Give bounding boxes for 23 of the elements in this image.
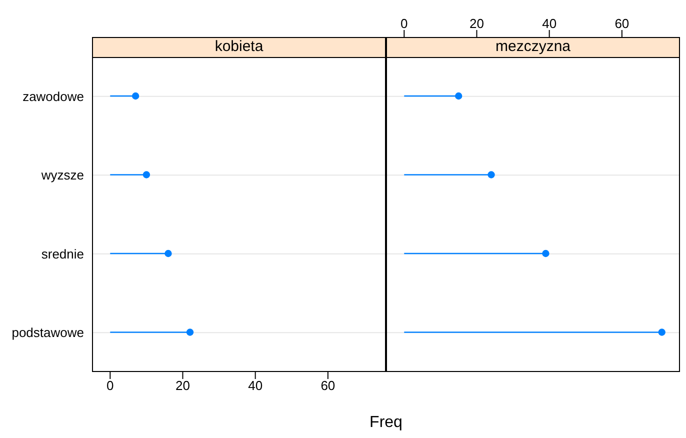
point: [132, 92, 140, 100]
y-tick-label: wyzsze: [40, 168, 84, 183]
x-tick-label: 0: [106, 378, 114, 394]
point: [164, 250, 172, 258]
chart-title: kobieta: [92, 37, 386, 58]
y-tick-label: podstawowe: [12, 325, 84, 340]
x-tick-label: 0: [400, 16, 408, 31]
point: [186, 328, 194, 336]
chart-title: mezczyzna: [386, 37, 680, 58]
point: [142, 171, 150, 178]
x-tick-label: 20: [176, 378, 190, 394]
point: [488, 171, 495, 178]
x-tick-label: 60: [614, 16, 630, 31]
x-tick-label: 40: [248, 378, 263, 394]
point: [454, 92, 462, 100]
y-tick-label: srednie: [41, 246, 84, 262]
point: [542, 250, 550, 258]
x-tick-label: 60: [320, 378, 336, 394]
x-tick-label: 20: [470, 16, 484, 31]
point: [658, 328, 666, 336]
x-axis-title: Freq: [368, 414, 404, 432]
y-tick-label: zawodowe: [22, 88, 84, 104]
x-tick-label: 40: [542, 16, 557, 31]
